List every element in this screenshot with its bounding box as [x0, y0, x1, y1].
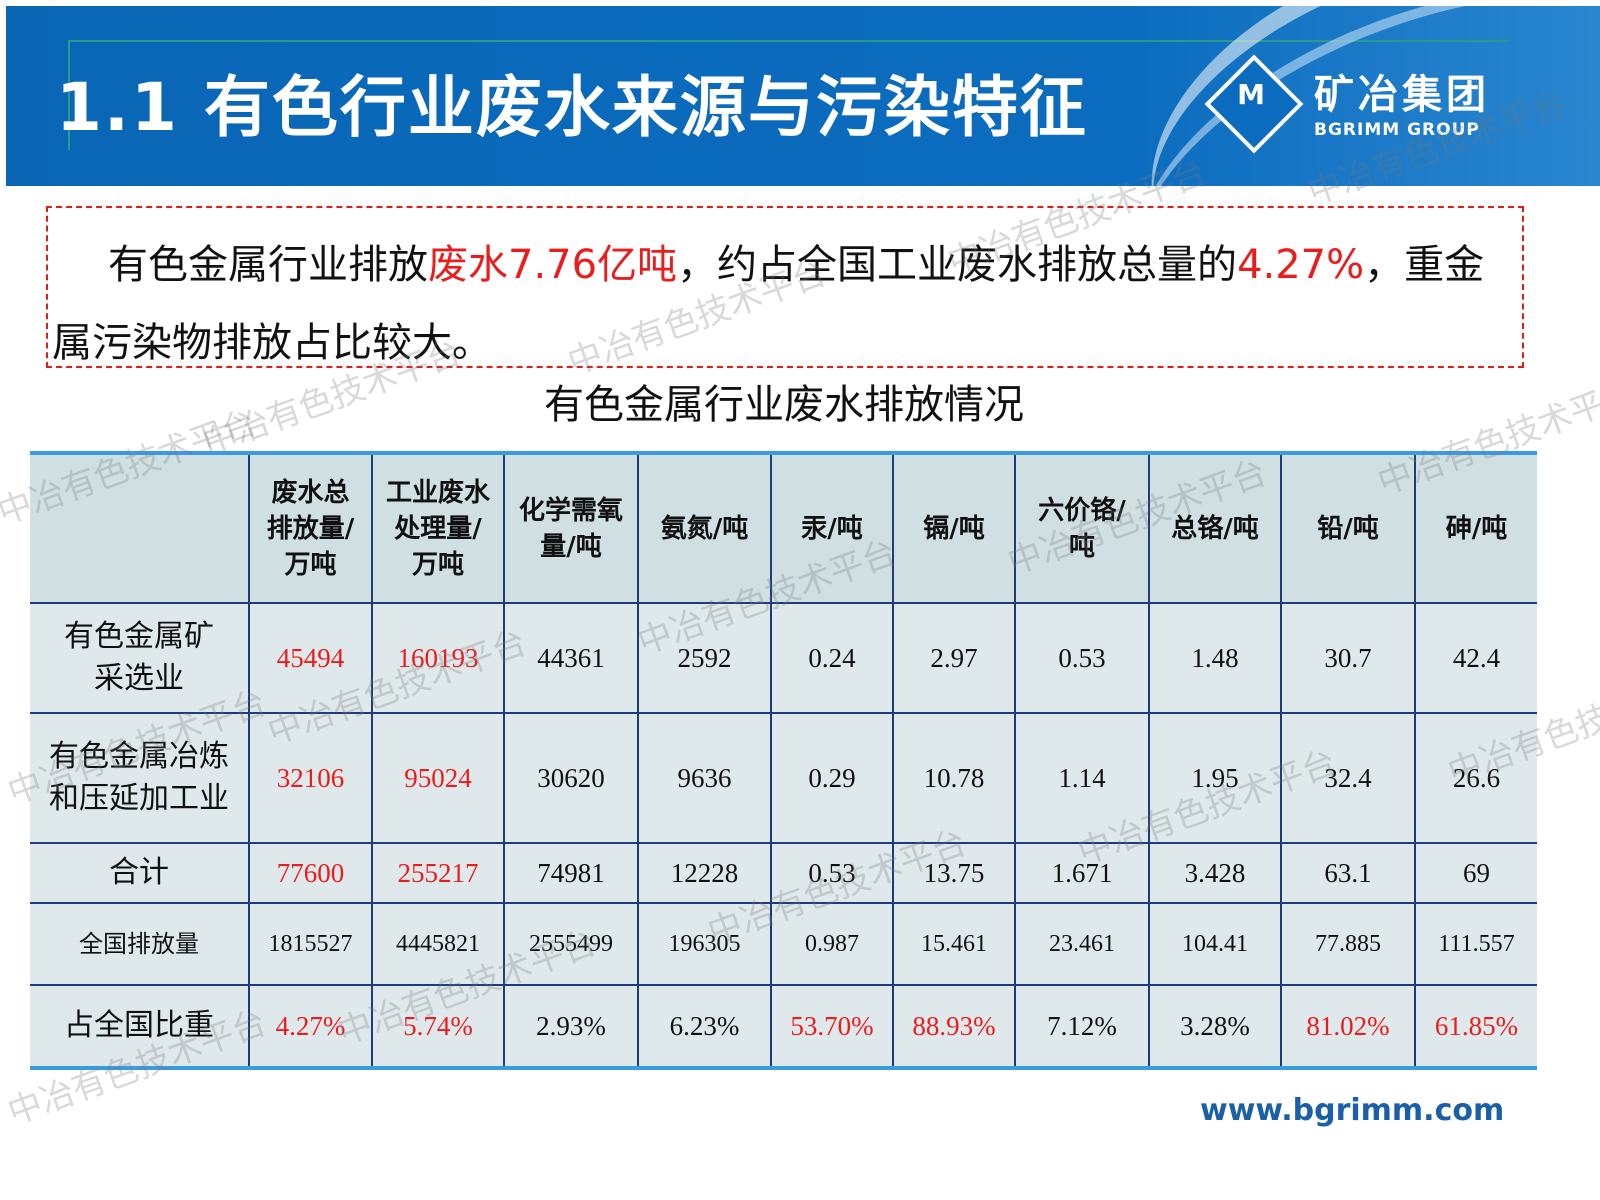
table-cell: 32.4 — [1280, 713, 1416, 844]
row-label: 占全国比重 — [30, 985, 250, 1069]
table-cell: 0.987 — [770, 903, 894, 986]
row-label: 全国排放量 — [30, 903, 250, 986]
table-cell: 196305 — [637, 903, 772, 986]
table-cell: 9636 — [637, 713, 772, 844]
table-cell: 6.23% — [637, 985, 772, 1069]
table-cell: 88.93% — [892, 985, 1016, 1069]
table-cell: 0.24 — [770, 603, 894, 714]
row-label: 有色金属矿采选业 — [30, 603, 250, 714]
table-cell: 23.461 — [1014, 903, 1150, 986]
table-row: 有色金属冶炼和压延加工业 32106 95024 30620 9636 0.29 10.78… — [30, 713, 1537, 844]
table-cell: 63.1 — [1280, 843, 1416, 904]
table-row: 占全国比重 4.27% 5.74% 2.93% 6.23% 53.70% 88.93% 7.1… — [30, 985, 1537, 1069]
table-cell: 255217 — [371, 843, 505, 904]
table-cell: 2592 — [637, 603, 772, 714]
table-cell: 10.78 — [892, 713, 1016, 844]
row-label: 有色金属冶炼和压延加工业 — [30, 713, 250, 844]
column-header: 化学需氧量/吨 — [503, 453, 639, 604]
table-cell: 160193 — [371, 603, 505, 714]
table-cell: 4445821 — [371, 903, 505, 986]
table-cell: 95024 — [371, 713, 505, 844]
table-cell: 3.428 — [1148, 843, 1282, 904]
table-cell: 69 — [1414, 843, 1537, 904]
table-cell: 42.4 — [1414, 603, 1537, 714]
table-cell: 1.48 — [1148, 603, 1282, 714]
table-cell: 104.41 — [1148, 903, 1282, 986]
table-cell: 2555499 — [503, 903, 639, 986]
table-cell: 7.12% — [1014, 985, 1150, 1069]
table-cell: 61.85% — [1414, 985, 1537, 1069]
table-cell: 2.93% — [503, 985, 639, 1069]
header-rule — [68, 40, 1508, 42]
table-cell: 74981 — [503, 843, 639, 904]
slide-header: 1.1 有色行业废水来源与污染特征 M 矿冶集团 BGRIMM GROUP — [6, 6, 1600, 186]
table-cell: 0.29 — [770, 713, 894, 844]
logo-icon: M — [1204, 54, 1304, 154]
table-caption: 有色金属行业废水排放情况 — [544, 382, 1024, 428]
table-cell: 111.557 — [1414, 903, 1537, 986]
table-cell: 77600 — [248, 843, 373, 904]
table-cell: 26.6 — [1414, 713, 1537, 844]
table-cell: 0.53 — [770, 843, 894, 904]
table-cell: 81.02% — [1280, 985, 1416, 1069]
column-header: 汞/吨 — [770, 453, 894, 604]
table-cell: 30.7 — [1280, 603, 1416, 714]
column-header: 铅/吨 — [1280, 453, 1416, 604]
key-finding-callout: 有色金属行业排放废水7.76亿吨，约占全国工业废水排放总量的4.27%，重金属污… — [46, 206, 1524, 368]
table-cell: 4.27% — [248, 985, 373, 1069]
column-header: 总铬/吨 — [1148, 453, 1282, 604]
table-cell: 45494 — [248, 603, 373, 714]
table-cell: 1.95 — [1148, 713, 1282, 844]
wastewater-table: 废水总排放量/万吨 工业废水处理量/万吨 化学需氧量/吨 氨氮/吨 汞/吨 镉/吨 六价铬/… — [30, 451, 1537, 1070]
table-cell: 30620 — [503, 713, 639, 844]
logo-en: BGRIMM GROUP — [1314, 120, 1480, 140]
table-cell: 3.28% — [1148, 985, 1282, 1069]
column-header: 镉/吨 — [892, 453, 1016, 604]
table-cell: 1.14 — [1014, 713, 1150, 844]
website-url: www.bgrimm.com — [1200, 1093, 1505, 1128]
table-cell: 1.671 — [1014, 843, 1150, 904]
table-cell: 12228 — [637, 843, 772, 904]
slide-title: 1.1 有色行业废水来源与污染特征 — [56, 69, 1088, 146]
table-row: 有色金属矿采选业 45494 160193 44361 2592 0.24 2.97 0.53… — [30, 603, 1537, 714]
table-row: 合计 77600 255217 74981 12228 0.53 13.75 1.671 3.4… — [30, 843, 1537, 904]
table-cell: 2.97 — [892, 603, 1016, 714]
column-header: 工业废水处理量/万吨 — [371, 453, 505, 604]
table-cell: 77.885 — [1280, 903, 1416, 986]
header-rule-vertical — [68, 40, 70, 150]
column-header: 砷/吨 — [1414, 453, 1537, 604]
table-cell: 1815527 — [248, 903, 373, 986]
table-row: 全国排放量 1815527 4445821 2555499 196305 0.987 15.… — [30, 903, 1537, 986]
table-cell: 5.74% — [371, 985, 505, 1069]
column-header: 氨氮/吨 — [637, 453, 772, 604]
column-header: 废水总排放量/万吨 — [248, 453, 373, 604]
table-cell: 32106 — [248, 713, 373, 844]
column-header: 六价铬/吨 — [1014, 453, 1150, 604]
company-logo: M 矿冶集团 BGRIMM GROUP — [1204, 54, 1490, 154]
column-header — [30, 453, 250, 604]
table-cell: 0.53 — [1014, 603, 1150, 714]
table-cell: 44361 — [503, 603, 639, 714]
table-cell: 53.70% — [770, 985, 894, 1069]
row-label: 合计 — [30, 843, 250, 904]
table-cell: 13.75 — [892, 843, 1016, 904]
table-cell: 15.461 — [892, 903, 1016, 986]
table-header-row: 废水总排放量/万吨 工业废水处理量/万吨 化学需氧量/吨 氨氮/吨 汞/吨 镉/吨 六价铬/… — [30, 453, 1537, 604]
logo-cn: 矿冶集团 — [1314, 72, 1490, 118]
